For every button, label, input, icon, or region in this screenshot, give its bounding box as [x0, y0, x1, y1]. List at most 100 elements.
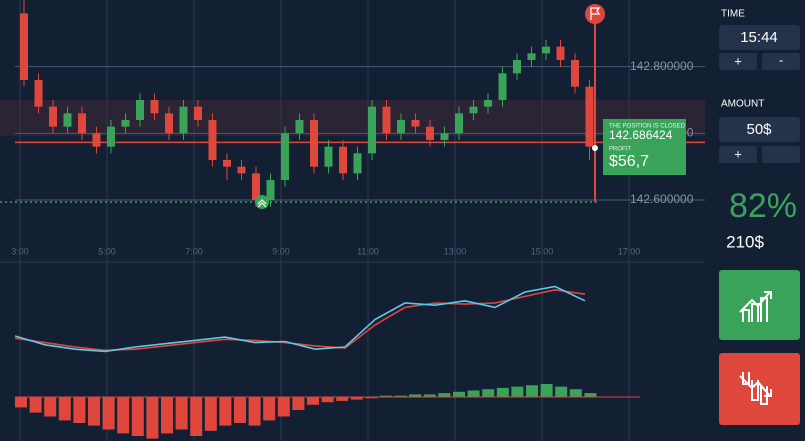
- candle-body: [585, 86, 594, 147]
- histogram-bar: [482, 389, 495, 397]
- candle-body: [411, 120, 420, 127]
- histogram-bar: [496, 387, 509, 397]
- histogram-bar: [307, 397, 319, 405]
- x-tick-label: 3:00: [11, 246, 29, 256]
- histogram-bar: [190, 397, 203, 436]
- time-minus[interactable]: [762, 53, 800, 70]
- amount-value: 50$: [746, 121, 772, 138]
- histogram-bar: [423, 394, 436, 397]
- histogram-bar: [204, 397, 217, 431]
- candle-body: [136, 100, 144, 120]
- histogram-bar: [248, 397, 261, 426]
- histogram-bar: [88, 397, 100, 426]
- histogram-bar: [58, 397, 71, 421]
- histogram-bar: [555, 386, 568, 397]
- profit-value: $56,7: [609, 153, 649, 170]
- histogram-bar: [146, 397, 159, 439]
- candle-body: [237, 166, 246, 174]
- candle-body: [63, 113, 72, 127]
- position-box: THE POSITION IS CLOSED 142.686424 PROFIT…: [603, 119, 686, 175]
- candle-body: [223, 160, 231, 167]
- candle-body: [513, 60, 521, 74]
- candle-body: [455, 113, 463, 134]
- histogram-bar: [263, 397, 276, 421]
- histogram-bar: [453, 391, 465, 397]
- candle-body: [252, 173, 260, 200]
- histogram-bar: [15, 397, 27, 408]
- candle-body: [556, 46, 565, 60]
- candle-body: [194, 106, 202, 120]
- histogram-bar: [102, 397, 115, 430]
- oscillator-line: [14, 285, 586, 353]
- x-tick-label: 15:00: [531, 246, 554, 256]
- candle-body: [49, 106, 57, 127]
- time-minus-label: -: [779, 52, 783, 67]
- candle-body: [78, 113, 86, 134]
- histogram-bar: [219, 397, 232, 426]
- position-price: 142.686424: [609, 128, 673, 142]
- time-label: TIME: [721, 9, 745, 20]
- amount-minus[interactable]: [762, 146, 800, 163]
- candle-body: [498, 73, 507, 100]
- candle-body: [165, 113, 173, 134]
- candle-body: [571, 60, 579, 87]
- histogram-bar: [131, 397, 144, 436]
- entry-marker: [255, 195, 269, 209]
- candle-body: [440, 133, 449, 140]
- candle-body: [208, 120, 217, 160]
- histogram-bar: [511, 386, 524, 397]
- amount-field[interactable]: [719, 117, 800, 142]
- candle-body: [426, 126, 434, 140]
- candle-body: [34, 80, 43, 107]
- call-icon: [739, 291, 772, 322]
- profit-label: PROFIT: [609, 147, 631, 153]
- candle-body: [324, 146, 333, 167]
- candle-body: [484, 100, 492, 107]
- put-icon: [739, 372, 772, 405]
- amount-plus[interactable]: [719, 146, 757, 163]
- candle-body: [382, 106, 391, 134]
- candle-body: [339, 146, 347, 174]
- sidebar: TIME 15:44 + - AMOUNT 50$ + 82% 210$: [719, 9, 800, 425]
- histogram-bar: [277, 397, 290, 417]
- position-panel: [603, 119, 686, 175]
- y-tick-label: 142.600000: [630, 192, 694, 206]
- histogram-bar: [175, 397, 188, 430]
- entry-icon: [257, 199, 267, 208]
- candle-body: [20, 13, 28, 80]
- x-tick-label: 17:00: [618, 246, 641, 256]
- candle-body: [295, 120, 304, 134]
- candle-body: [368, 106, 376, 154]
- candle-body: [310, 120, 318, 167]
- x-tick-label: 7:00: [185, 246, 203, 256]
- histogram-bar: [234, 397, 246, 423]
- histogram-bar: [365, 397, 378, 399]
- candle-body: [397, 120, 405, 134]
- histogram-bar: [117, 397, 130, 434]
- histogram-bar: [438, 393, 451, 397]
- candle-body: [353, 153, 362, 174]
- amount-label: AMOUNT: [721, 99, 764, 110]
- time-plus-label: +: [734, 53, 742, 68]
- histogram-bar: [394, 395, 407, 397]
- x-tick-label: 9:00: [272, 246, 290, 256]
- time-plus[interactable]: [719, 53, 757, 70]
- histogram-bar: [380, 395, 392, 397]
- price-band: [0, 100, 705, 136]
- put-button[interactable]: [719, 353, 800, 425]
- histogram-bar: [292, 397, 305, 410]
- histogram-bar: [350, 397, 363, 400]
- payout-percent: 82%: [729, 187, 797, 225]
- time-field[interactable]: [719, 25, 800, 50]
- candle-body: [92, 133, 101, 147]
- candle-body: [542, 46, 550, 54]
- histogram-bar: [540, 384, 553, 397]
- flag-icon: [590, 7, 601, 20]
- candle-body: [527, 53, 536, 60]
- histogram-bar: [569, 389, 582, 397]
- amount-plus-label: +: [734, 146, 742, 161]
- histogram-bar: [44, 397, 57, 417]
- histogram-bar: [73, 397, 86, 423]
